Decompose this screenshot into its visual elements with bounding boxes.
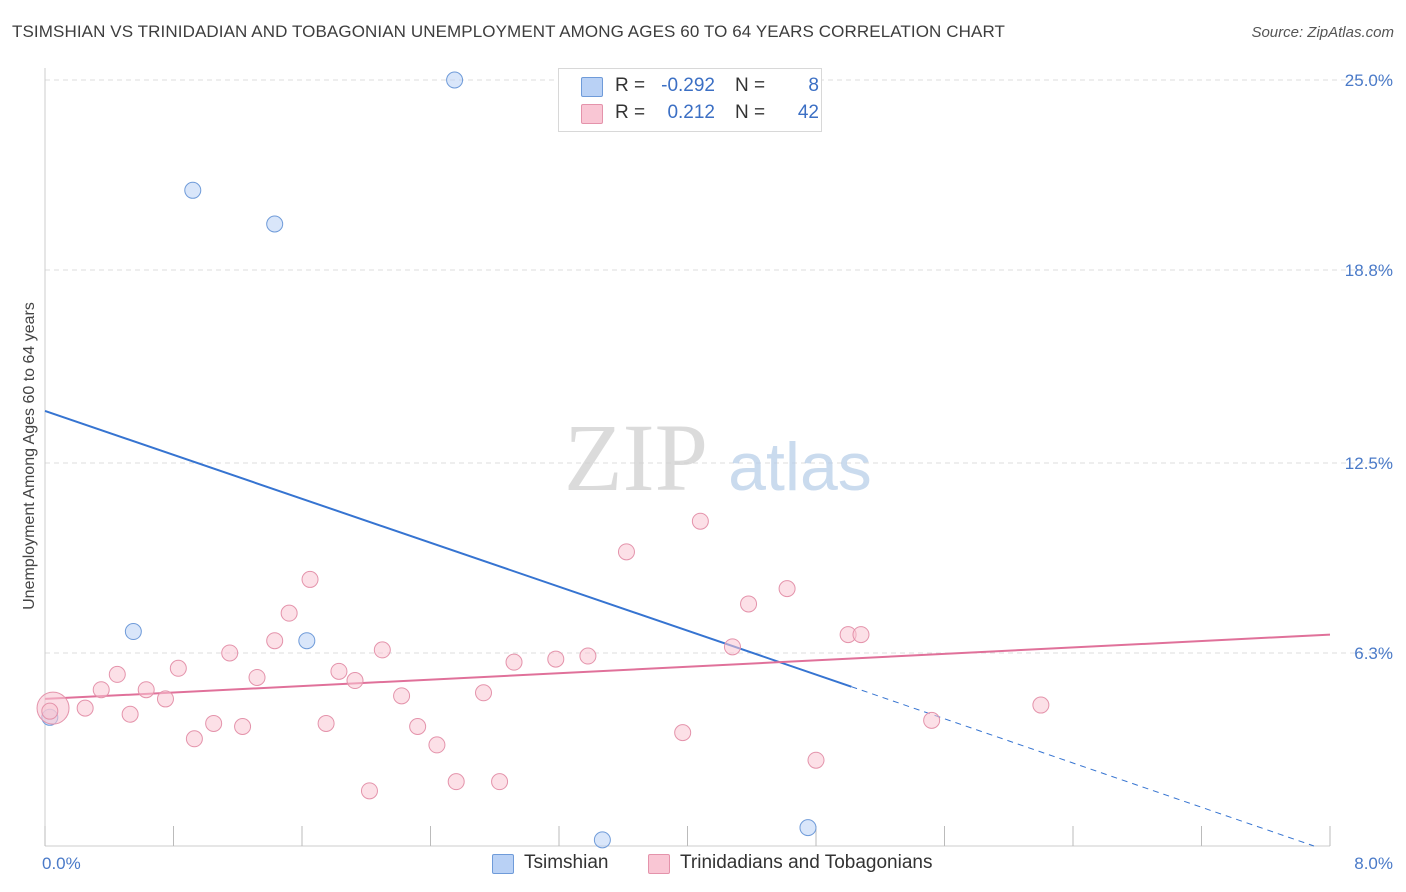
trinidadian-point	[393, 687, 411, 705]
trinidadian-point	[317, 714, 335, 732]
legend-label-trinidadian: Trinidadians and Tobagonians	[680, 852, 933, 873]
trinidadian-point	[1032, 696, 1050, 714]
watermark-atlas: atlas	[728, 429, 872, 505]
correlation-legend: R = -0.292 N = 8 R = 0.212 N = 42	[558, 68, 822, 132]
trinidadian-point	[280, 604, 298, 622]
y-axis-label: Unemployment Among Ages 60 to 64 years	[21, 302, 38, 610]
trinidadian-point	[778, 580, 796, 598]
trinidadian-point	[547, 650, 565, 668]
tsimshian-trend-line	[44, 409, 852, 688]
trinidadian-point	[807, 751, 825, 769]
legend-n-value: 42	[797, 102, 819, 123]
legend-n-label: N =	[735, 102, 766, 123]
series-legend: Tsimshian Trinidadians and Tobagonians	[0, 852, 1406, 878]
trinidadian-point	[221, 644, 239, 662]
trinidadian-point	[108, 665, 126, 683]
y-tick-label: 18.8%	[1345, 261, 1393, 280]
trinidadian-point	[137, 681, 155, 699]
trinidadian-point	[41, 702, 59, 720]
tsimshian-point	[446, 71, 464, 89]
trinidadian-point	[301, 570, 319, 588]
data-points	[36, 71, 1050, 849]
trinidadian-point	[674, 724, 692, 742]
trinidadian-point	[121, 705, 139, 723]
legend-r-label: R =	[615, 102, 646, 123]
legend-swatch-trinidadian	[581, 104, 603, 124]
legend-r-label: R =	[615, 75, 646, 96]
trinidadian-point	[409, 718, 427, 736]
trinidadian-point	[346, 672, 364, 690]
trinidadian-point	[92, 681, 110, 699]
legend-r-value: -0.292	[661, 75, 715, 96]
tsimshian-point	[184, 181, 202, 199]
trinidadian-point	[156, 690, 174, 708]
tsimshian-trend-extension	[851, 686, 1315, 847]
trinidadian-point	[428, 736, 446, 754]
chart-title: TSIMSHIAN VS TRINIDADIAN AND TOBAGONIAN …	[12, 22, 1006, 41]
watermark-zip: ZIP	[564, 404, 708, 511]
tsimshian-point	[593, 831, 611, 849]
trinidadian-point	[852, 626, 870, 644]
trinidadian-point	[447, 773, 465, 791]
zipatlas-watermark: ZIP atlas	[564, 404, 872, 511]
trinidadian-point	[617, 543, 635, 561]
trinidadian-point	[740, 595, 758, 613]
trinidadian-point	[360, 782, 378, 800]
legend-swatch-trinidadian	[648, 854, 670, 874]
legend-label-tsimshian: Tsimshian	[524, 852, 609, 873]
trinidadian-point	[205, 714, 223, 732]
grid-lines	[45, 79, 1392, 654]
trinidadian-point	[505, 653, 523, 671]
trinidadian-point	[373, 641, 391, 659]
legend-swatch-tsimshian	[581, 77, 603, 97]
x-tick-label: 8.0%	[1354, 854, 1393, 873]
trinidadian-point	[76, 699, 94, 717]
legend-n-value: 8	[808, 75, 819, 96]
y-tick-label: 6.3%	[1354, 644, 1393, 663]
legend-n-label: N =	[735, 75, 766, 96]
tsimshian-point	[298, 632, 316, 650]
source-label: Source: ZipAtlas.com	[1251, 24, 1394, 41]
trinidadian-point	[185, 730, 203, 748]
legend-r-value: 0.212	[667, 102, 715, 123]
trinidadian-point	[475, 684, 493, 702]
y-tick-label: 12.5%	[1345, 454, 1393, 473]
tsimshian-point	[124, 623, 142, 641]
trinidadian-trend-line	[44, 633, 1331, 700]
tsimshian-point	[266, 215, 284, 233]
legend-swatch-tsimshian	[492, 854, 514, 874]
trinidadian-point	[234, 718, 252, 736]
tick-labels: 6.3% 12.5% 18.8% 25.0% 0.0% 8.0%	[42, 71, 1393, 873]
trinidadian-point	[923, 711, 941, 729]
trinidadian-point	[248, 668, 266, 686]
trinidadian-point	[723, 638, 741, 656]
trinidadian-point	[169, 659, 187, 677]
x-tick-label: 0.0%	[42, 854, 81, 873]
trinidadian-point	[691, 512, 709, 530]
y-tick-label: 25.0%	[1345, 71, 1393, 90]
tsimshian-point	[799, 819, 817, 837]
trinidadian-point	[330, 662, 348, 680]
trinidadian-point	[491, 773, 509, 791]
trinidadian-point	[579, 647, 597, 665]
trinidadian-point	[266, 632, 284, 650]
